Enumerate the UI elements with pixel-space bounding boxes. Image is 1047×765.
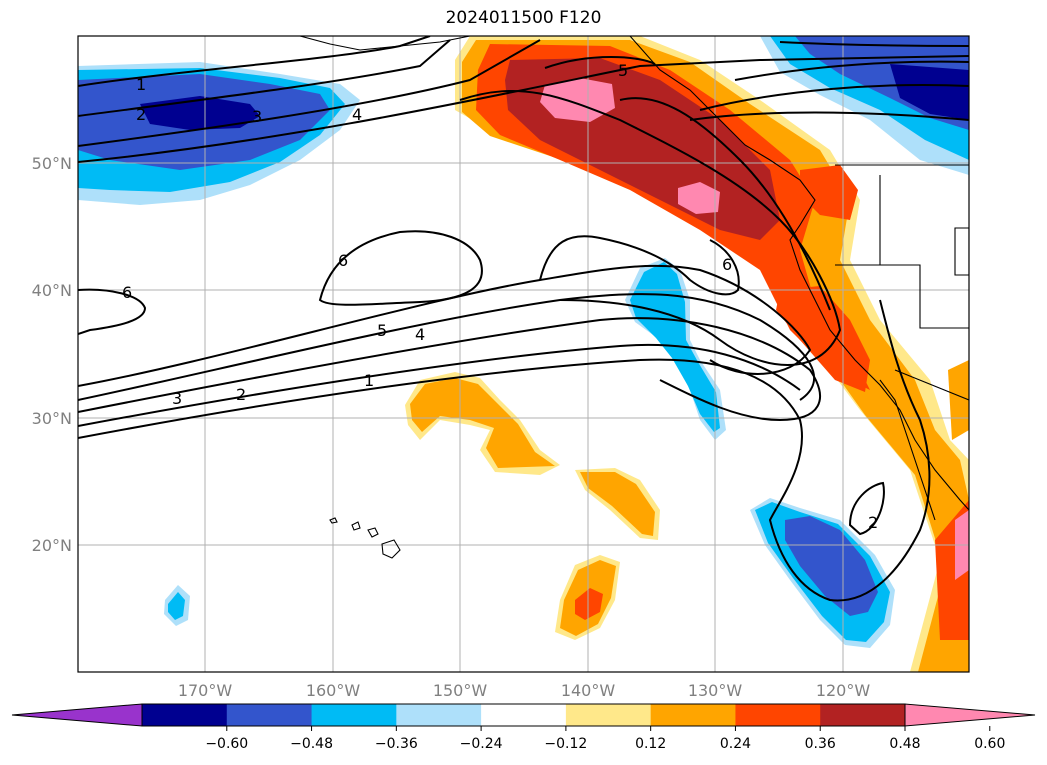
contour-label: 6 [122, 283, 132, 302]
contour-label: 2 [868, 513, 878, 532]
contour-label: 5 [618, 61, 628, 80]
colorbar-segment [650, 704, 736, 726]
contour-label: 5 [377, 321, 387, 340]
lon-label: 120°W [816, 681, 871, 700]
coastlines [299, 36, 969, 559]
contour-label: 1 [136, 75, 146, 94]
contour-label: 3 [252, 107, 262, 126]
colorbar-tick-label: 0.48 [889, 736, 920, 752]
colorbar-extend-low [11, 703, 143, 727]
positive-region-main [678, 182, 720, 214]
positive-region-central [580, 472, 655, 536]
colorbar-frame [141, 703, 906, 727]
map-title: 2024011500 F120 [445, 8, 602, 28]
contour-label-group: 1 2 3 4 5 6 6 6 5 4 3 2 1 2 [122, 61, 878, 532]
colorbar-segment [311, 704, 397, 726]
negative-region-small [168, 592, 185, 620]
colorbar-segment [396, 704, 482, 726]
contour-label: 6 [722, 255, 732, 274]
colorbar-tick-label: 0.36 [805, 736, 836, 752]
lat-label: 20°N [32, 536, 72, 555]
lon-label: 150°W [433, 681, 488, 700]
lat-label: 50°N [32, 154, 72, 173]
colorbar-segment [142, 704, 228, 726]
longitude-labels: 170°W 160°W 150°W 140°W 130°W 120°W [178, 681, 871, 700]
lon-label: 140°W [561, 681, 616, 700]
colorbar-tick-label: −0.12 [544, 736, 587, 752]
positive-region-east [948, 360, 969, 440]
colorbar-tick-label: −0.60 [205, 736, 248, 752]
colorbar-tick-label: 0.60 [974, 736, 1005, 752]
shaded-field: 1 2 3 4 5 6 6 6 5 4 3 2 1 2 [78, 36, 969, 672]
latitude-labels: 50°N 40°N 30°N 20°N [32, 154, 72, 555]
graticule [78, 36, 969, 672]
colorbar-tick-label: −0.36 [375, 736, 418, 752]
negative-region-northeast [890, 64, 969, 120]
lon-label: 170°W [178, 681, 233, 700]
contour-label: 4 [415, 325, 425, 344]
colorbar-segment [565, 704, 652, 726]
contour-label: 1 [364, 371, 374, 390]
contour-lines [78, 36, 969, 602]
map-frame [77, 35, 970, 673]
contour-label: 4 [352, 105, 362, 124]
colorbar-segment [820, 704, 906, 726]
colorbar-tick-label: −0.24 [460, 736, 503, 752]
lat-label: 40°N [32, 281, 72, 300]
negative-region-southeast [785, 516, 878, 616]
lon-label: 160°W [306, 681, 361, 700]
lon-label: 130°W [688, 681, 743, 700]
colorbar-extend-high [904, 703, 1036, 727]
contour-label: 3 [172, 389, 182, 408]
contour-label: 2 [136, 105, 146, 124]
colorbar-segment [735, 704, 821, 726]
colorbar-tick-label: −0.48 [290, 736, 333, 752]
colorbar-segment [226, 704, 313, 726]
colorbar-segment [481, 704, 567, 726]
lat-label: 30°N [32, 409, 72, 428]
positive-region-coast [776, 286, 870, 392]
contour-label: 6 [338, 251, 348, 270]
positive-region-central [410, 378, 555, 468]
positive-region-south [575, 588, 603, 620]
contour-label: 2 [236, 385, 246, 404]
colorbar: −0.60 −0.48 −0.36 −0.24 −0.12 0.12 0.24 0.36 0.4… [11, 703, 1036, 752]
colorbar-tick-label: 0.24 [720, 736, 751, 752]
colorbar-tick-label: 0.12 [635, 736, 666, 752]
